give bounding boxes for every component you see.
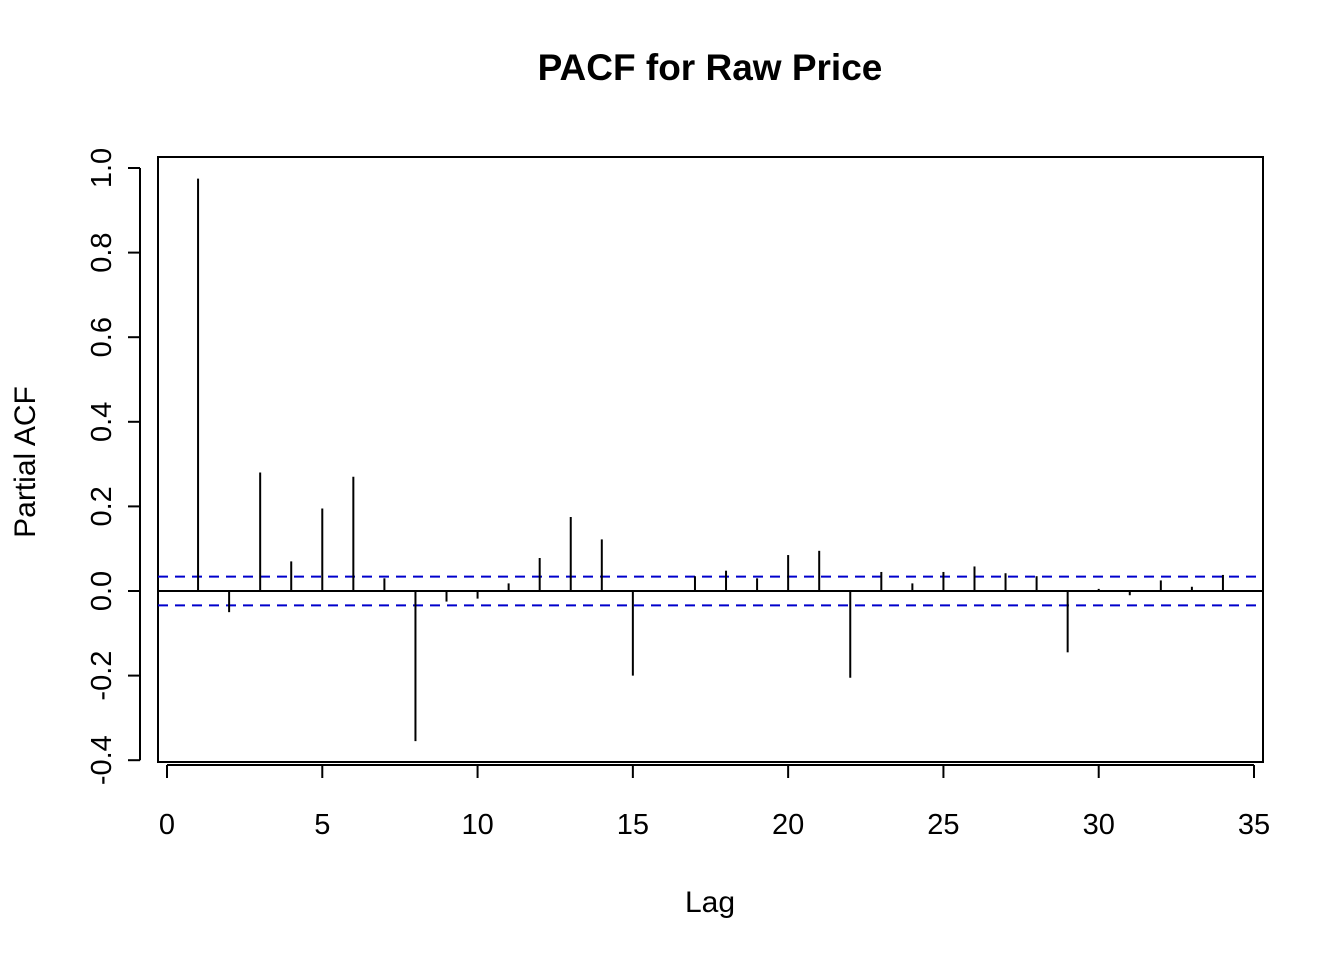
y-tick-label: 0.0 — [86, 571, 118, 611]
x-tick-label: 0 — [159, 809, 175, 841]
y-tick-label: 0.8 — [86, 232, 118, 272]
x-tick-label: 15 — [617, 809, 649, 841]
y-tick-label: -0.4 — [86, 735, 118, 785]
x-tick-label: 35 — [1238, 809, 1270, 841]
chart-title: PACF for Raw Price — [538, 47, 883, 88]
x-tick-label: 30 — [1083, 809, 1115, 841]
plot-frame — [157, 156, 1264, 763]
y-tick-label: 0.2 — [86, 486, 118, 526]
pacf-marks — [158, 178, 1263, 742]
y-tick-label: 0.6 — [86, 317, 118, 357]
x-axis-label: Lag — [685, 886, 735, 919]
y-axis-label: Partial ACF — [9, 386, 42, 538]
x-tick-label: 20 — [772, 809, 804, 841]
y-tick-label: 0.4 — [86, 402, 118, 442]
y-tick-label: 1.0 — [86, 148, 118, 188]
y-axis: -0.4 -0.2 0.0 0.2 0.4 0.6 0.8 1.0 — [86, 148, 141, 785]
y-tick-label: -0.2 — [86, 651, 118, 701]
x-tick-label: 5 — [314, 809, 330, 841]
x-axis: 0 5 10 15 20 25 30 35 — [159, 764, 1270, 841]
x-tick-label: 25 — [927, 809, 959, 841]
x-tick-label: 10 — [461, 809, 493, 841]
